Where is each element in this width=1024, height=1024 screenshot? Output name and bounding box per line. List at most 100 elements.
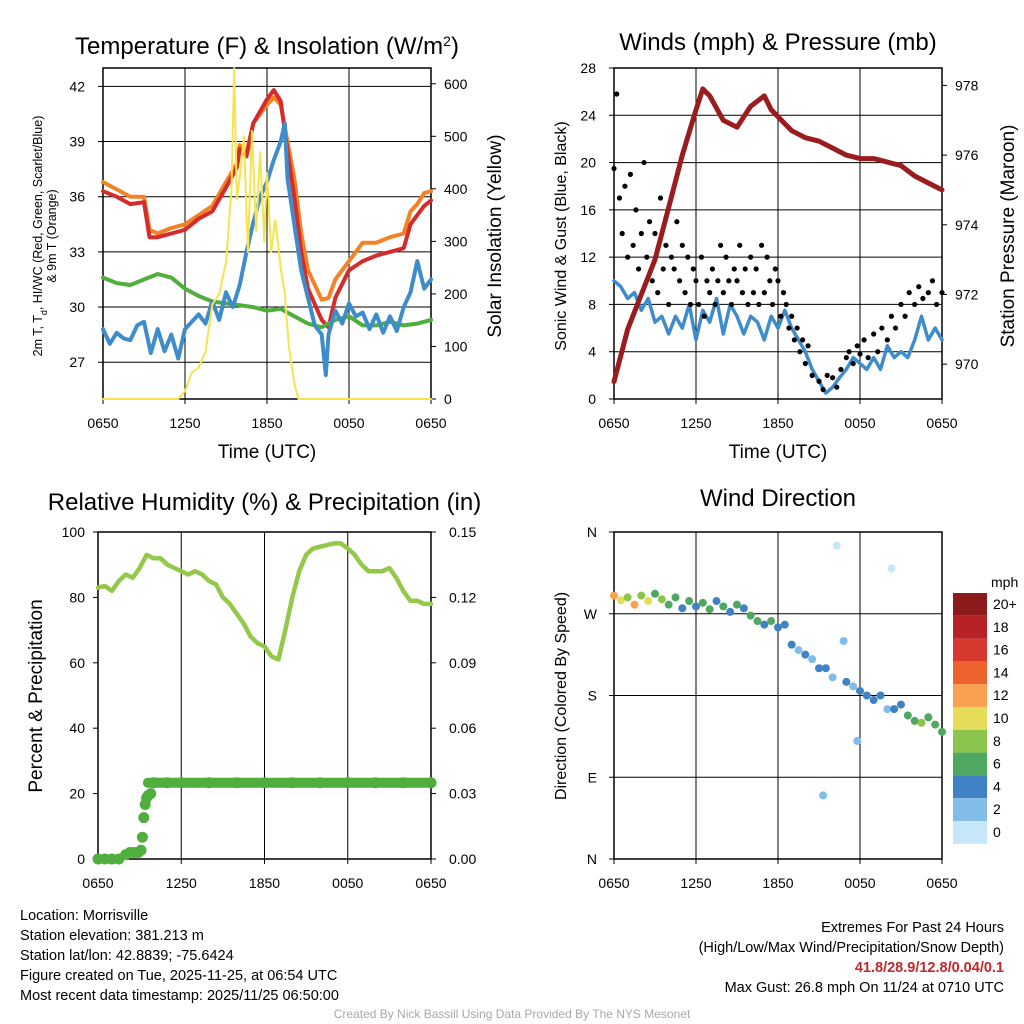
max-gust-text: Max Gust: 26.8 mph On 11/24 at 0710 UTC xyxy=(724,980,1004,996)
winds-gust-point xyxy=(709,266,716,272)
winds-ytick-label: 12 xyxy=(580,249,596,265)
winds-gust-point xyxy=(707,290,713,296)
winds-gust-point xyxy=(674,219,680,225)
wdir-point xyxy=(856,686,864,695)
wdir-legend-swatch xyxy=(953,821,987,844)
winds-gust-point xyxy=(794,325,800,331)
wdir-point xyxy=(924,713,933,722)
winds-gust-point xyxy=(616,195,623,201)
rh-xtick-label: 1850 xyxy=(249,875,280,891)
wdir-legend-swatch xyxy=(953,593,987,616)
wdir-point xyxy=(815,664,823,673)
wdir-point xyxy=(849,682,858,691)
wdir-legend-swatch xyxy=(953,615,987,639)
wdir-point xyxy=(842,677,851,686)
temp-xtick-label: 0650 xyxy=(415,415,446,431)
winds-gust-point xyxy=(668,254,675,260)
wdir-ytick-label: E xyxy=(588,769,597,785)
rh-y2tick-label: 0.06 xyxy=(449,720,476,736)
wdir-point xyxy=(780,620,789,629)
wdir-legend-label: 4 xyxy=(993,778,1001,794)
wdir-legend-label: 16 xyxy=(993,642,1009,658)
winds-gust-point xyxy=(671,266,677,272)
winds-ytick-label: 28 xyxy=(580,60,596,76)
winds-xlabel: Time (UTC) xyxy=(729,442,828,463)
precip-point xyxy=(135,844,147,856)
temp-xtick-label: 1850 xyxy=(251,415,282,431)
precip-point xyxy=(342,777,354,789)
wdir-point xyxy=(644,597,653,606)
wdir-point xyxy=(726,607,735,616)
wdir-point xyxy=(938,727,946,736)
wdir-legend-swatch xyxy=(953,707,987,730)
winds-gust-point xyxy=(652,230,658,237)
winds-gust-point xyxy=(723,254,729,260)
rh-y2tick-label: 0.12 xyxy=(449,589,476,605)
winds-gust-point xyxy=(690,266,696,272)
winds-sonic-line xyxy=(612,279,944,395)
temp-ytick-label: 39 xyxy=(69,134,85,150)
location-text: Location: Morrisville xyxy=(20,908,149,924)
wdir-legend-label: 0 xyxy=(993,824,1001,840)
temp-xtick-label: 0050 xyxy=(333,415,364,431)
winds-gust-point xyxy=(780,290,787,296)
precip-point xyxy=(286,777,298,789)
winds-gust-point xyxy=(701,313,707,319)
wdir-point xyxy=(774,623,782,632)
temp-y2tick-label: 300 xyxy=(444,233,468,249)
rh-y2tick-label: 0.09 xyxy=(449,655,476,671)
wdir-legend-label: 8 xyxy=(993,733,1001,749)
extremes-subtitle: (High/Low/Max Wind/Precipitation/Snow De… xyxy=(698,940,1004,956)
winds-gust-point xyxy=(884,337,890,343)
rh-ytick-label: 20 xyxy=(69,786,85,802)
wdir-point xyxy=(808,655,817,664)
winds-gust-point xyxy=(846,349,852,355)
precip-point xyxy=(136,831,148,843)
wdir-xtick-label: 1250 xyxy=(680,875,711,891)
winds-ylabel-right: Station Pressure (Maroon) xyxy=(998,125,1019,348)
winds-gust-point xyxy=(625,254,631,260)
winds-xtick-label: 0650 xyxy=(926,415,957,431)
wdir-point xyxy=(794,646,803,655)
winds-gust-point xyxy=(939,290,945,296)
winds-gust-point xyxy=(906,290,912,296)
wdir-point xyxy=(746,611,755,620)
winds-gust-point xyxy=(685,254,691,260)
winds-gust-point xyxy=(627,171,634,177)
wdir-xtick-label: 0650 xyxy=(926,875,957,891)
wdir-point xyxy=(705,605,714,614)
credit-text: Created By Nick Bassill Using Data Provi… xyxy=(333,1007,691,1021)
temp-y2tick-label: 200 xyxy=(444,286,468,302)
winds-gust-point xyxy=(638,230,644,237)
wdir-point xyxy=(753,617,762,626)
winds-gust-point xyxy=(824,372,830,378)
wdir-legend-label: 6 xyxy=(993,756,1001,772)
winds-xtick-label: 0050 xyxy=(844,415,875,431)
winds-gust-point xyxy=(786,325,792,331)
winds-gust-point xyxy=(718,242,724,248)
winds-gust-point xyxy=(704,278,710,284)
winds-gust-point xyxy=(854,343,860,349)
wdir-point xyxy=(931,720,940,729)
wdir-legend-swatch xyxy=(953,684,987,707)
winds-gust-point xyxy=(644,254,650,260)
wdir-point xyxy=(819,791,828,800)
rh-y2tick-label: 0.00 xyxy=(449,851,476,867)
precip-point xyxy=(203,777,215,789)
winds-gust-point xyxy=(764,254,770,260)
wdir-point xyxy=(787,640,796,649)
winds-gust-point xyxy=(655,290,661,296)
temp-ylabel-left-line2: & 9m T (Orange) xyxy=(45,189,59,282)
winds-gust-point xyxy=(753,266,759,272)
winds-gust-point xyxy=(920,295,926,302)
winds-gust-point xyxy=(687,301,694,308)
precip-point xyxy=(161,777,173,789)
winds-gust-point xyxy=(622,183,628,189)
precip-point xyxy=(370,777,381,789)
wdir-point xyxy=(869,696,878,705)
precip-point xyxy=(425,777,437,789)
winds-ytick-label: 0 xyxy=(588,391,596,407)
rh-ytick-label: 0 xyxy=(77,851,85,867)
precip-point xyxy=(145,788,157,800)
winds-ytick-label: 24 xyxy=(580,107,596,123)
